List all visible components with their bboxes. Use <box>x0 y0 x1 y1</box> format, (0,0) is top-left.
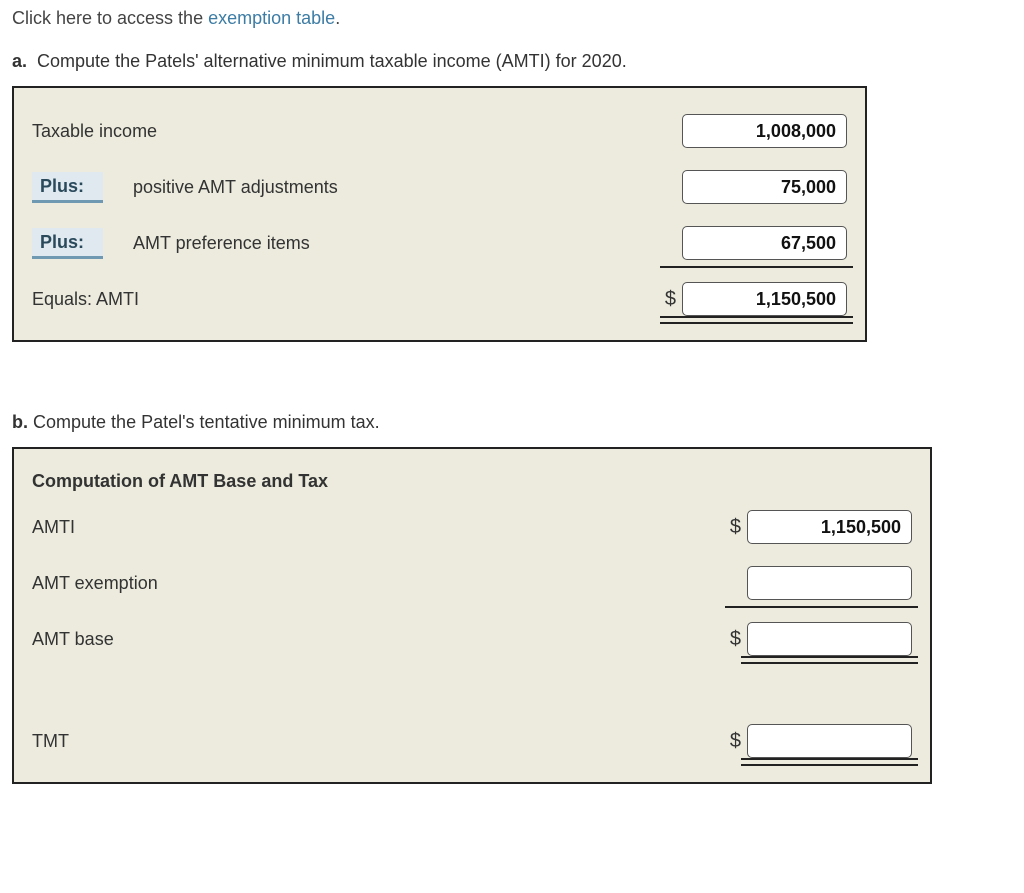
panel-b: Computation of AMT Base and Tax AMTI $ A… <box>12 447 932 784</box>
dollar-sign: $ <box>727 516 741 539</box>
pill-plus-2[interactable]: Plus: <box>32 228 103 259</box>
label-plus-adjustments: positive AMT adjustments <box>133 177 338 198</box>
pill-plus-1[interactable]: Plus: <box>32 172 103 203</box>
input-tmt[interactable] <box>747 724 912 758</box>
dollar-sign: $ <box>727 628 741 651</box>
row-plus-adjustments: Plus: positive AMT adjustments $ <box>32 170 847 204</box>
panel-b-title: Computation of AMT Base and Tax <box>32 471 912 492</box>
input-equals-amti[interactable] <box>682 282 847 316</box>
input-amt-exemption[interactable] <box>747 566 912 600</box>
intro-suffix: . <box>335 8 340 28</box>
input-plus-preference[interactable] <box>682 226 847 260</box>
panel-a: Taxable income $ Plus: positive AMT adju… <box>12 86 867 342</box>
label-taxable-income: Taxable income <box>32 121 157 142</box>
row-amt-exemption: AMT exemption $ <box>32 566 912 600</box>
dollar-sign: $ <box>662 288 676 311</box>
question-b-marker: b. <box>12 412 28 432</box>
exemption-table-link[interactable]: exemption table <box>208 8 335 28</box>
label-amti: AMTI <box>32 517 75 538</box>
question-b-text: Compute the Patel's tentative minimum ta… <box>33 412 380 432</box>
row-taxable-income: Taxable income $ <box>32 114 847 148</box>
question-b: b. Compute the Patel's tentative minimum… <box>12 412 1012 433</box>
intro-prefix: Click here to access the <box>12 8 208 28</box>
label-amt-exemption: AMT exemption <box>32 573 158 594</box>
row-tmt: TMT $ <box>32 724 912 758</box>
question-a-text: Compute the Patels' alternative minimum … <box>37 51 627 71</box>
row-amti: AMTI $ <box>32 510 912 544</box>
row-amt-base: AMT base $ <box>32 622 912 656</box>
label-equals-amti: Equals: AMTI <box>32 289 139 310</box>
question-a-marker: a. <box>12 51 27 71</box>
dollar-sign: $ <box>727 730 741 753</box>
intro-text: Click here to access the exemption table… <box>12 8 1012 29</box>
input-amt-base[interactable] <box>747 622 912 656</box>
row-equals-amti: Equals: AMTI $ <box>32 282 847 316</box>
input-plus-adjustments[interactable] <box>682 170 847 204</box>
label-plus-preference: AMT preference items <box>133 233 310 254</box>
row-plus-preference: Plus: AMT preference items $ <box>32 226 847 260</box>
label-amt-base: AMT base <box>32 629 114 650</box>
input-amti[interactable] <box>747 510 912 544</box>
input-taxable-income[interactable] <box>682 114 847 148</box>
question-a: a. Compute the Patels' alternative minim… <box>12 51 1012 72</box>
label-tmt: TMT <box>32 731 69 752</box>
